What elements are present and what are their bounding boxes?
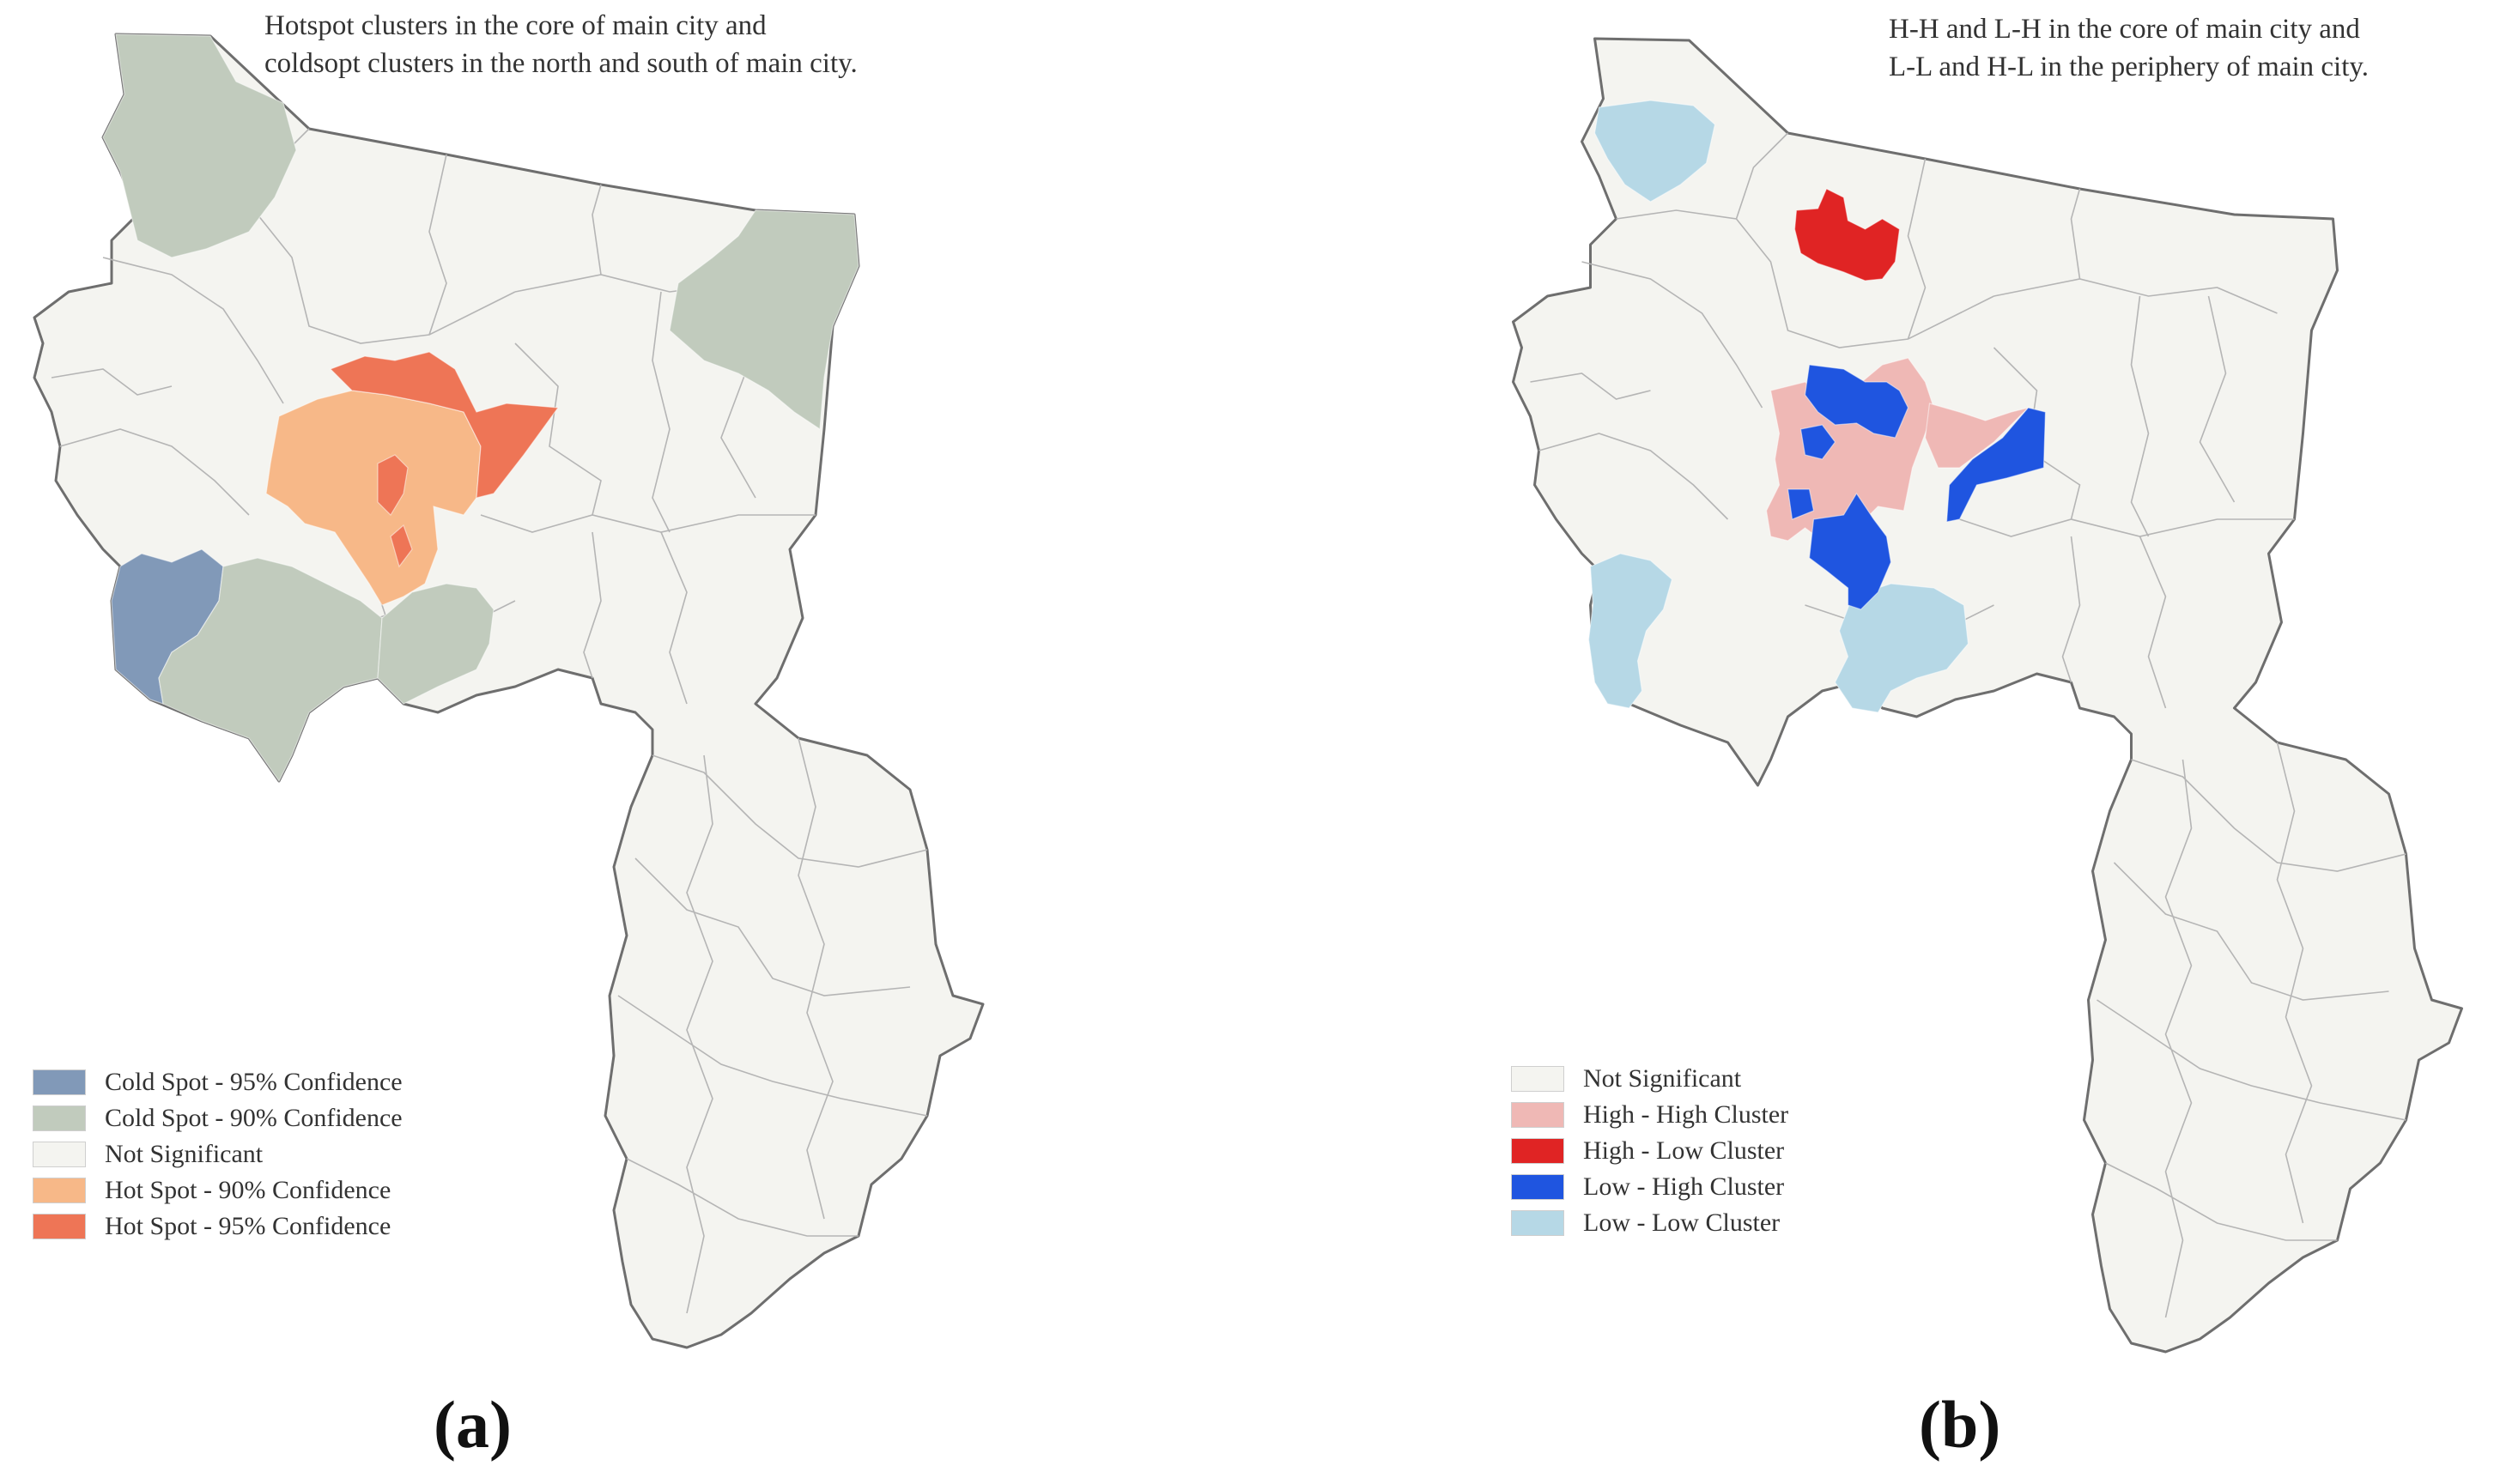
legend-item-cold-spot-95: Cold Spot - 95% Confidence xyxy=(33,1064,403,1100)
region-hot-spot-95-center xyxy=(377,454,409,516)
legend-item-high-high: High - High Cluster xyxy=(1511,1097,1788,1133)
legend-label: Low - High Cluster xyxy=(1583,1172,1785,1201)
lisa-cluster-map xyxy=(1512,37,2463,1354)
map-caption: H-H and L-H in the core of main city and… xyxy=(1889,10,2369,86)
legend-label: Not Significant xyxy=(105,1140,264,1168)
cluster-regions xyxy=(102,33,859,783)
region-cold-spot-90-northwest xyxy=(102,33,297,258)
legend-label: High - High Cluster xyxy=(1583,1100,1789,1129)
region-low-high-west xyxy=(1799,424,1836,460)
region-low-low-southwest xyxy=(1587,553,1673,709)
legend-label: Not Significant xyxy=(1583,1064,1742,1093)
region-low-low-south xyxy=(1834,583,1969,713)
legend-item-low-low: Low - Low Cluster xyxy=(1511,1205,1788,1241)
legend: Cold Spot - 95% Confidence Cold Spot - 9… xyxy=(33,1064,403,1245)
region-hot-spot-95-center-south xyxy=(390,524,413,568)
caption-line-2: L-L and H-L in the periphery of main cit… xyxy=(1889,51,2369,82)
region-low-high-east xyxy=(1945,407,2047,523)
panel-label: (b) xyxy=(1919,1387,2001,1462)
panel-a: Hotspot clusters in the core of main cit… xyxy=(0,0,1245,1484)
legend-swatch xyxy=(1511,1102,1564,1128)
legend-label: Cold Spot - 95% Confidence xyxy=(105,1068,403,1096)
legend-swatch xyxy=(33,1214,86,1239)
caption-line-1: Hotspot clusters in the core of main cit… xyxy=(264,10,767,41)
region-cold-spot-90-south xyxy=(377,583,495,705)
legend-swatch xyxy=(33,1069,86,1095)
region-cold-spot-90-southwest xyxy=(158,557,383,783)
legend-swatch xyxy=(1511,1174,1564,1200)
region-low-high-center-south xyxy=(1808,492,1892,610)
region-low-high-center xyxy=(1787,488,1815,520)
legend-label: Hot Spot - 95% Confidence xyxy=(105,1212,391,1240)
map-caption: Hotspot clusters in the core of main cit… xyxy=(264,7,858,82)
panel-label: (a) xyxy=(434,1387,512,1462)
legend-item-not-significant: Not Significant xyxy=(33,1136,403,1172)
legend-label: Cold Spot - 90% Confidence xyxy=(105,1104,403,1132)
caption-line-1: H-H and L-H in the core of main city and xyxy=(1889,14,2360,45)
region-high-high-east xyxy=(1924,403,2030,469)
legend-swatch xyxy=(33,1142,86,1167)
district-boundaries xyxy=(1530,132,2406,1318)
region-hot-spot-95-core xyxy=(329,351,560,499)
legend-label: High - Low Cluster xyxy=(1583,1136,1785,1165)
region-cold-spot-90-northeast xyxy=(669,209,859,431)
legend-item-low-high: Low - High Cluster xyxy=(1511,1169,1788,1205)
legend-swatch xyxy=(33,1178,86,1203)
legend-swatch xyxy=(1511,1138,1564,1164)
region-low-high-north xyxy=(1804,364,1909,439)
caption-line-2: coldsopt clusters in the north and south… xyxy=(264,48,858,79)
legend-item-hot-spot-90: Hot Spot - 90% Confidence xyxy=(33,1172,403,1208)
legend-label: Hot Spot - 90% Confidence xyxy=(105,1176,391,1204)
legend-item-cold-spot-90: Cold Spot - 90% Confidence xyxy=(33,1100,403,1136)
legend-label: Low - Low Cluster xyxy=(1583,1208,1781,1237)
hotspot-map xyxy=(33,33,985,1349)
legend-item-hot-spot-95: Hot Spot - 95% Confidence xyxy=(33,1208,403,1245)
legend: Not Significant High - High Cluster High… xyxy=(1511,1061,1788,1241)
legend-item-not-significant: Not Significant xyxy=(1511,1061,1788,1097)
legend-item-high-low: High - Low Cluster xyxy=(1511,1133,1788,1169)
region-low-low-northwest xyxy=(1593,100,1716,203)
panel-b: H-H and L-H in the core of main city and… xyxy=(1245,0,2494,1484)
legend-swatch xyxy=(33,1105,86,1131)
cluster-regions xyxy=(1587,100,2047,713)
legend-swatch xyxy=(1511,1210,1564,1236)
region-high-low-north xyxy=(1793,188,1901,282)
legend-swatch xyxy=(1511,1066,1564,1092)
